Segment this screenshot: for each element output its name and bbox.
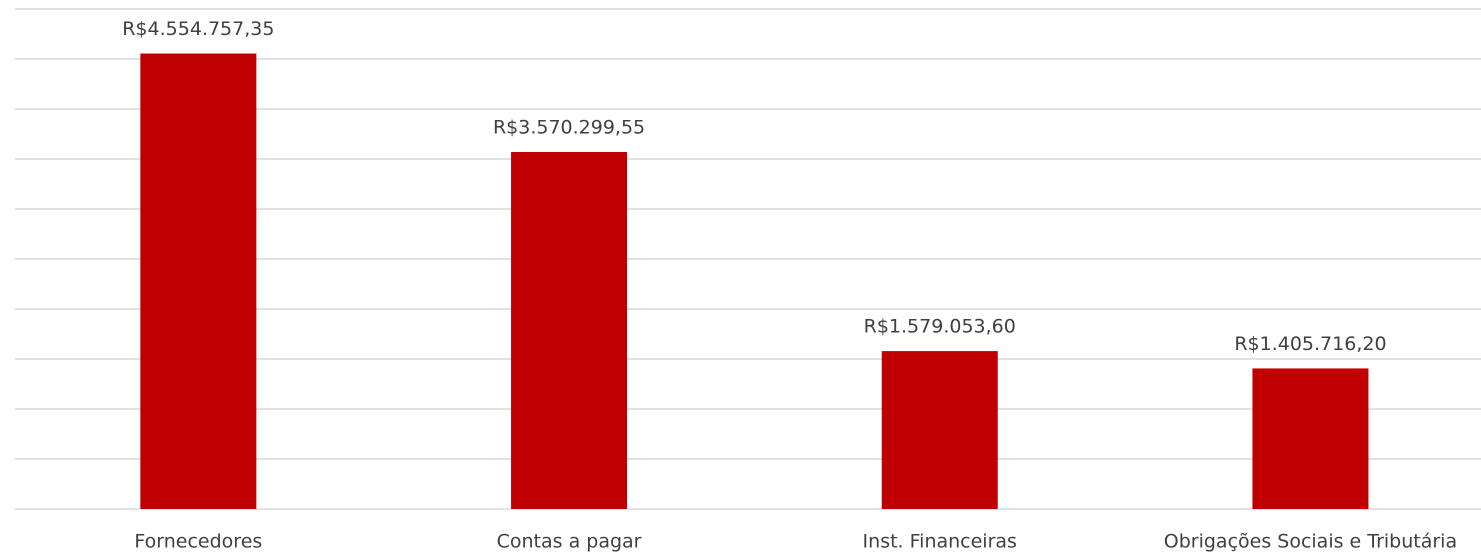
- x-tick-label: Fornecedores: [134, 531, 262, 553]
- x-tick-label: Contas a pagar: [497, 531, 642, 553]
- x-tick-label: Obrigações Sociais e Tributária: [1164, 531, 1457, 553]
- bar: [1252, 368, 1369, 509]
- data-label: R$1.579.053,60: [864, 316, 1016, 338]
- x-tick-label: Inst. Financeiras: [863, 531, 1017, 553]
- data-label: R$3.570.299,55: [493, 116, 645, 138]
- bar: [511, 151, 628, 510]
- bar: [140, 53, 257, 510]
- data-label: R$1.405.716,20: [1234, 333, 1386, 355]
- bar: [881, 351, 998, 509]
- data-label: R$4.554.757,35: [122, 18, 274, 40]
